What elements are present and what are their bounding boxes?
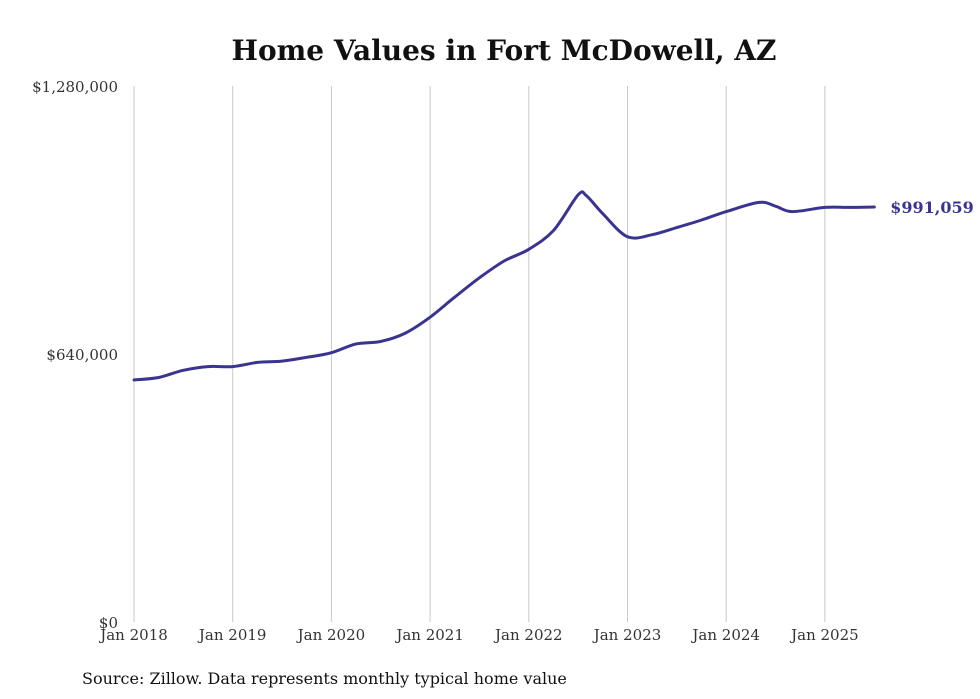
x-tick-label: Jan 2019 <box>197 626 267 644</box>
y-tick-label: $1,280,000 <box>32 78 118 96</box>
y-tick-label: $640,000 <box>46 346 118 364</box>
source-note: Source: Zillow. Data represents monthly … <box>82 669 567 688</box>
series-layer: $991,059 <box>132 190 974 382</box>
y-axis: $0 $640,000 $1,280,000 <box>32 78 118 632</box>
x-tick-label: Jan 2021 <box>394 626 464 644</box>
x-tick-label: Jan 2022 <box>493 626 563 644</box>
x-tick-label: Jan 2020 <box>296 626 366 644</box>
series-line <box>132 190 876 382</box>
y-tick-label: $0 <box>99 614 118 632</box>
chart-title: Home Values in Fort McDowell, AZ <box>232 34 777 67</box>
x-tick-label: Jan 2018 <box>98 626 168 644</box>
x-tick-label: Jan 2023 <box>592 626 662 644</box>
x-axis: Jan 2018 Jan 2019 Jan 2020 Jan 2021 Jan 2022… <box>98 626 858 644</box>
end-value-label: $991,059 <box>890 198 974 217</box>
x-tick-label: Jan 2025 <box>789 626 859 644</box>
x-tick-label: Jan 2024 <box>690 626 760 644</box>
gridlines <box>133 86 826 622</box>
